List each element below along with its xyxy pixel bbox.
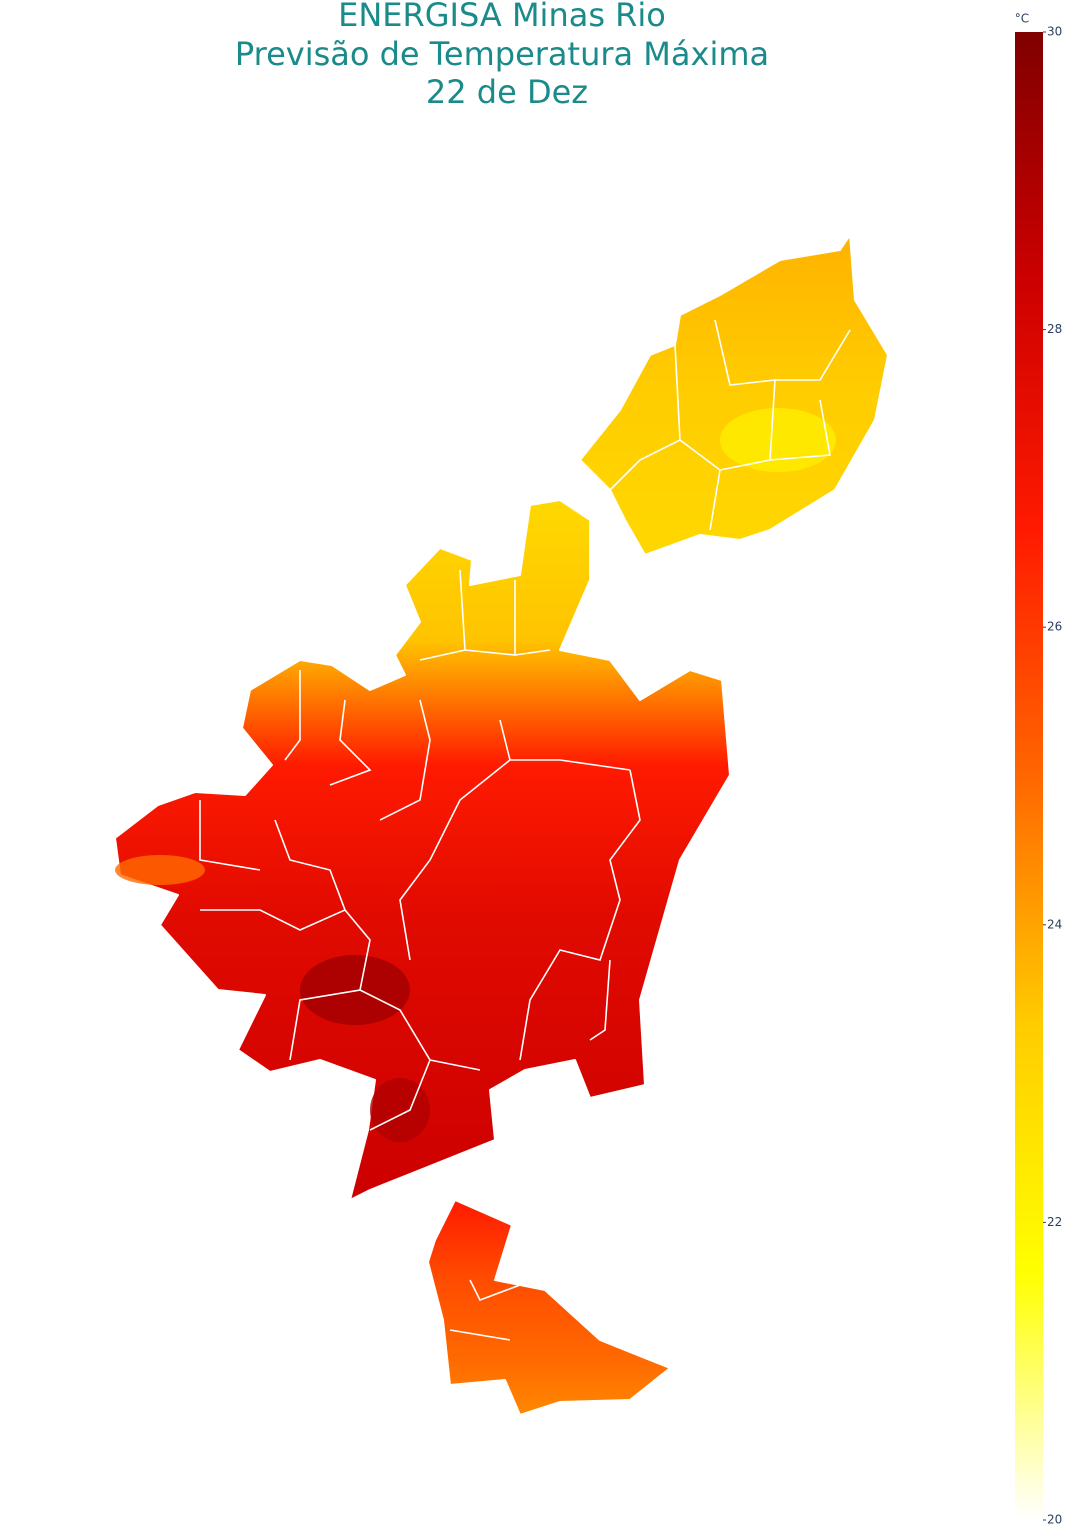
colorbar [1015,32,1043,1520]
boundary [449,1279,521,1341]
region-central [114,499,731,1201]
region-northeast [579,234,889,556]
hotspot [720,408,836,472]
colorbar-tick-label: 22 [1047,1215,1062,1229]
hotspot [115,855,205,885]
colorbar-tick-label: 28 [1047,322,1062,336]
colorbar-tick-label: 30 [1047,25,1062,39]
hotspot [300,955,410,1025]
colorbar-ticks: 20 22 24 26 28 30 [1043,25,1062,1527]
title: ENERGISA Minas Rio [338,0,666,34]
colorbar-tick-label: 26 [1047,620,1062,634]
map [114,234,889,1416]
boundary [199,319,851,1131]
colorbar-tick-label: 24 [1047,917,1062,931]
region-south [427,1199,671,1416]
subtitle: Previsão de Temperatura Máxima [235,35,769,73]
date: 22 de Dez [426,73,588,111]
hotspot [370,1078,430,1142]
colorbar-tick-label: 20 [1047,1513,1062,1527]
colorbar-title: °C [1015,12,1029,26]
